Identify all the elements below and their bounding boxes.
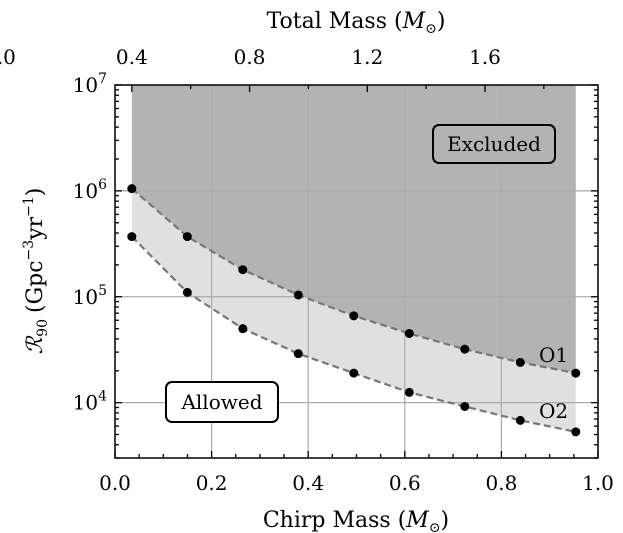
- y-tick-label-1: 105: [73, 283, 107, 309]
- point-o1-0: [127, 184, 137, 194]
- point-o2-5: [404, 387, 414, 397]
- x-axis-title: Chirp Mass (M⊙): [263, 508, 449, 533]
- top-axis-title: Total Mass (M⊙): [267, 9, 446, 37]
- x-tick-label-1: 0.2: [196, 471, 228, 495]
- point-o1-7: [515, 357, 525, 367]
- top-tick-label-2: 1.2: [351, 45, 383, 69]
- data-markers: [127, 184, 581, 437]
- series-label-o2: O2: [539, 399, 568, 423]
- point-o2-1: [182, 287, 192, 297]
- x-tick-label-2: 0.4: [292, 471, 324, 495]
- point-o2-8: [571, 427, 581, 437]
- point-o2-0: [127, 232, 137, 242]
- top-tick-label-1: 0.8: [234, 45, 266, 69]
- point-o1-4: [349, 311, 359, 321]
- point-o1-8: [571, 368, 581, 378]
- excluded-label: Excluded: [447, 132, 541, 156]
- axis-ticks: [114, 84, 599, 459]
- point-o2-2: [238, 324, 248, 334]
- y-tick-label-3: 107: [73, 71, 107, 97]
- x-tick-label-0: 0.0: [99, 471, 131, 495]
- excluded-annotation: Excluded: [432, 124, 556, 164]
- series-label-o1: O1: [539, 343, 568, 367]
- y-axis-title: ℛ90(Gpc−3yr−1): [21, 188, 51, 355]
- x-tick-label-4: 0.8: [485, 471, 517, 495]
- top-tick-label-4: 2.0: [0, 45, 16, 69]
- point-o1-1: [182, 232, 192, 242]
- x-tick-label-3: 0.6: [389, 471, 421, 495]
- point-o1-3: [293, 290, 303, 300]
- x-tick-label-5: 1.0: [582, 471, 614, 495]
- point-o2-7: [515, 415, 525, 425]
- y-tick-label-0: 104: [73, 389, 107, 415]
- allowed-label: Allowed: [180, 390, 262, 414]
- point-o1-6: [460, 344, 470, 354]
- point-o1-2: [238, 265, 248, 275]
- point-o2-6: [460, 401, 470, 411]
- point-o1-5: [404, 328, 414, 338]
- y-tick-label-2: 106: [73, 177, 107, 203]
- top-tick-label-3: 1.6: [469, 45, 501, 69]
- grid-lines: [115, 85, 598, 458]
- band-region: [131, 188, 576, 432]
- point-o2-4: [349, 368, 359, 378]
- top-tick-label-0: 0.4: [116, 45, 148, 69]
- allowed-annotation: Allowed: [165, 381, 279, 423]
- tick-labels: 0.0 0.2 0.4 0.6 0.8 1.0 0.4 0.8 1.2 1.6 2.0 104 105 1…: [0, 45, 614, 495]
- point-o2-3: [293, 349, 303, 359]
